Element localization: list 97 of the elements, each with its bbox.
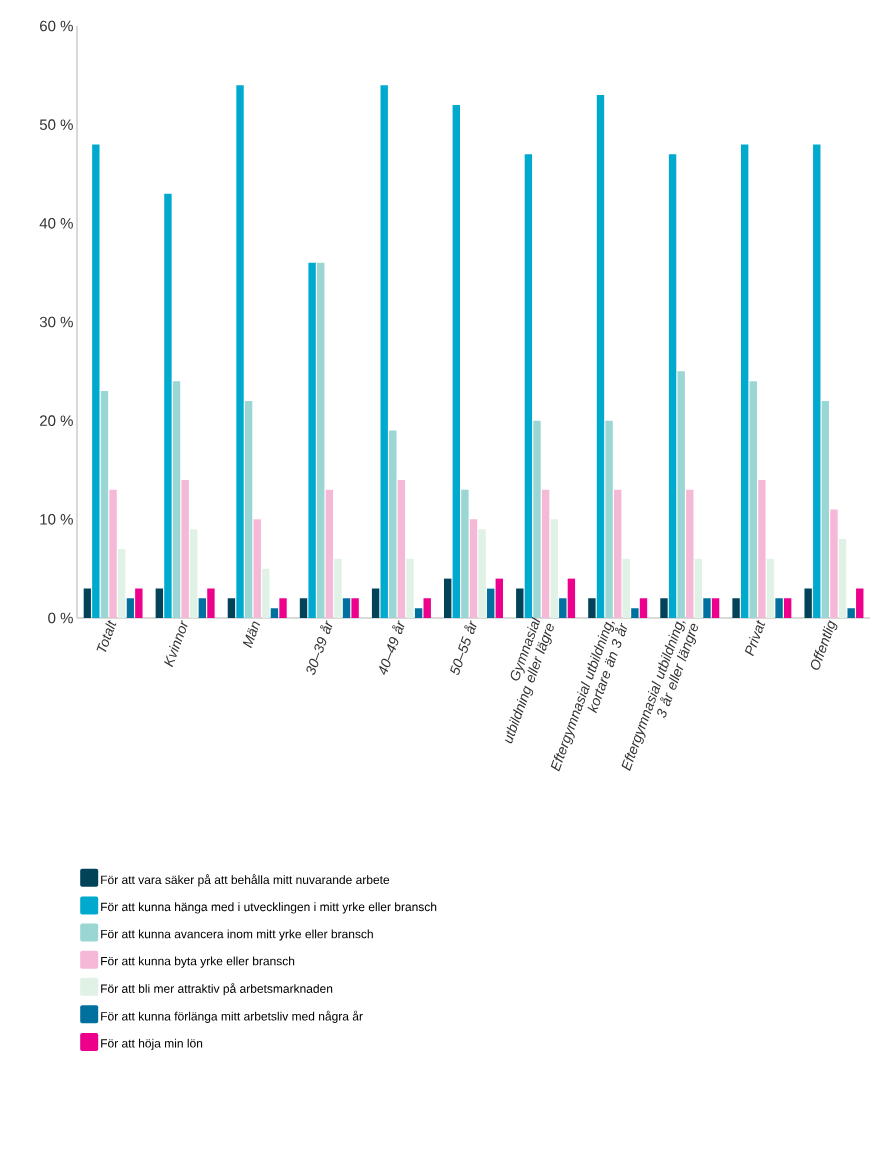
bar xyxy=(559,598,567,618)
bar xyxy=(83,588,91,618)
bar xyxy=(279,598,287,618)
bar xyxy=(92,144,100,618)
bar xyxy=(605,420,613,618)
bar xyxy=(164,193,172,618)
bar xyxy=(622,558,630,618)
y-tick-label: 20 % xyxy=(40,415,73,426)
x-tick-label: 30–39 år xyxy=(306,620,333,675)
y-tick-label: 40 % xyxy=(39,218,73,229)
bar xyxy=(639,598,648,618)
bar xyxy=(109,489,117,618)
bar xyxy=(550,519,558,618)
bar xyxy=(749,381,757,618)
bar xyxy=(262,568,270,618)
bar xyxy=(126,598,134,618)
bar xyxy=(732,598,740,618)
y-tick-label: 10 % xyxy=(40,514,73,525)
bar xyxy=(308,262,316,618)
bar xyxy=(461,489,469,618)
legend-label: För att kunna förlänga mitt arbetsliv med några år xyxy=(101,1010,363,1023)
legend-label: För att kunna byta yrke eller bransch xyxy=(101,956,295,968)
bar xyxy=(207,588,215,618)
bar xyxy=(117,548,126,618)
bar xyxy=(758,479,766,618)
bar xyxy=(299,598,308,618)
x-tick-label: Privat xyxy=(744,620,766,657)
bar xyxy=(830,509,838,618)
bar xyxy=(325,489,334,618)
legend-label: För att vara säker på att behålla mitt nuvarande arbete xyxy=(101,874,390,887)
legend-label: För att höja min lön xyxy=(101,1038,203,1050)
bar xyxy=(469,519,478,618)
bar xyxy=(783,598,792,618)
legend-label: För att bli mer attraktiv på arbetsmarknaden xyxy=(101,983,333,996)
bar xyxy=(495,578,503,618)
bar xyxy=(677,371,685,618)
bar xyxy=(631,608,639,618)
bar xyxy=(334,558,342,618)
bar xyxy=(389,430,397,618)
bar xyxy=(317,262,325,618)
x-tick-label: Totalt xyxy=(96,620,117,652)
bar xyxy=(775,598,783,618)
bar xyxy=(838,539,847,618)
bar xyxy=(711,598,720,618)
y-tick-label: 50 % xyxy=(39,119,73,130)
bar xyxy=(155,588,164,618)
bar xyxy=(190,529,198,618)
bar xyxy=(668,154,677,618)
bar xyxy=(703,598,711,618)
bar xyxy=(596,95,605,618)
bar xyxy=(181,479,189,618)
x-tick-label: 40–49 år xyxy=(379,620,405,676)
bar xyxy=(135,588,143,618)
bar xyxy=(686,489,694,618)
bar xyxy=(694,558,703,618)
bar xyxy=(253,519,261,618)
bar xyxy=(244,400,253,618)
bar xyxy=(588,598,596,618)
bar xyxy=(444,578,452,618)
bar xyxy=(740,144,749,618)
bar xyxy=(172,381,181,618)
y-tick-label: 60 % xyxy=(40,20,73,32)
legend-label: För att kunna avancera inom mitt yrke eller bransch xyxy=(101,929,373,941)
bar xyxy=(524,154,533,618)
bar xyxy=(613,489,622,618)
bar xyxy=(423,598,431,618)
bar xyxy=(478,529,486,618)
bar xyxy=(813,144,821,618)
bar xyxy=(856,588,864,618)
legend-label: För att kunna hänga med i utvecklingen i mitt yrke eller bransch xyxy=(101,902,437,914)
bar xyxy=(541,489,550,618)
bar xyxy=(766,558,775,618)
bar xyxy=(342,598,351,618)
y-tick-label: 0 % xyxy=(48,612,73,624)
bar xyxy=(270,608,279,618)
bar xyxy=(380,85,388,618)
bar xyxy=(533,420,541,618)
bar xyxy=(198,598,207,618)
x-tick-label: 50–55 år xyxy=(450,620,477,675)
bar xyxy=(804,588,812,618)
bar xyxy=(487,588,495,618)
bar xyxy=(847,608,855,618)
bar xyxy=(567,578,576,618)
bar xyxy=(452,104,460,618)
bar xyxy=(406,558,414,618)
bar xyxy=(100,391,109,618)
bar xyxy=(414,608,423,618)
bar xyxy=(516,588,524,618)
bar xyxy=(351,598,359,618)
bar xyxy=(371,588,380,618)
bar xyxy=(227,598,236,618)
bar xyxy=(397,479,406,618)
bar xyxy=(236,85,244,618)
bar xyxy=(821,400,830,618)
x-tick-label: Män xyxy=(242,621,260,649)
bar xyxy=(660,598,668,618)
y-tick-label: 30 % xyxy=(39,316,73,328)
